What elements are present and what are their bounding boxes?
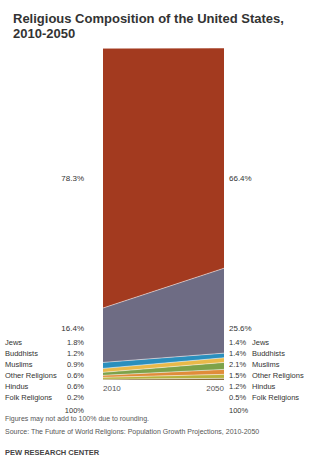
svg-text:78.3%: 78.3% [61,174,84,183]
svg-text:1.4%: 1.4% [229,338,246,347]
svg-text:Hindus: Hindus [252,382,276,391]
svg-text:Folk Religions: Folk Religions [5,393,52,402]
svg-text:Muslims: Muslims [5,360,33,369]
svg-text:Jews: Jews [252,338,269,347]
svg-text:Religious Composition of the U: Religious Composition of the United Stat… [13,11,287,26]
svg-text:0.6%: 0.6% [67,371,84,380]
svg-text:66.4%: 66.4% [229,174,252,183]
svg-text:100%: 100% [65,406,85,415]
svg-text:2050: 2050 [206,384,224,393]
svg-text:2010-2050: 2010-2050 [13,26,75,41]
svg-text:Source: The Future of World Re: Source: The Future of World Religions: P… [5,428,259,436]
svg-text:PEW RESEARCH CENTER: PEW RESEARCH CENTER [5,448,100,457]
svg-text:1.8%: 1.8% [67,338,84,347]
svg-text:0.6%: 0.6% [67,382,84,391]
svg-text:1.4%: 1.4% [229,349,246,358]
svg-text:Folk Religions: Folk Religions [252,393,299,402]
svg-text:Jews: Jews [5,338,22,347]
svg-text:25.6%: 25.6% [229,324,252,333]
svg-text:0.2%: 0.2% [67,393,84,402]
svg-text:Muslims: Muslims [252,360,280,369]
svg-text:0.5%: 0.5% [229,393,246,402]
svg-text:1.2%: 1.2% [229,382,246,391]
svg-text:Hindus: Hindus [5,382,29,391]
svg-text:2.1%: 2.1% [229,360,246,369]
svg-text:Other Religions: Other Religions [5,371,57,380]
svg-text:Other Religions: Other Religions [252,371,304,380]
svg-text:Buddhists: Buddhists [5,349,38,358]
svg-text:2010: 2010 [103,384,121,393]
svg-text:1.5%: 1.5% [229,371,246,380]
svg-text:Buddhists: Buddhists [252,349,285,358]
svg-text:16.4%: 16.4% [61,324,84,333]
svg-text:1.2%: 1.2% [67,349,84,358]
svg-text:0.9%: 0.9% [67,360,84,369]
svg-text:100%: 100% [229,406,249,415]
svg-text:Figures may not add to 100% du: Figures may not add to 100% due to round… [5,415,149,423]
